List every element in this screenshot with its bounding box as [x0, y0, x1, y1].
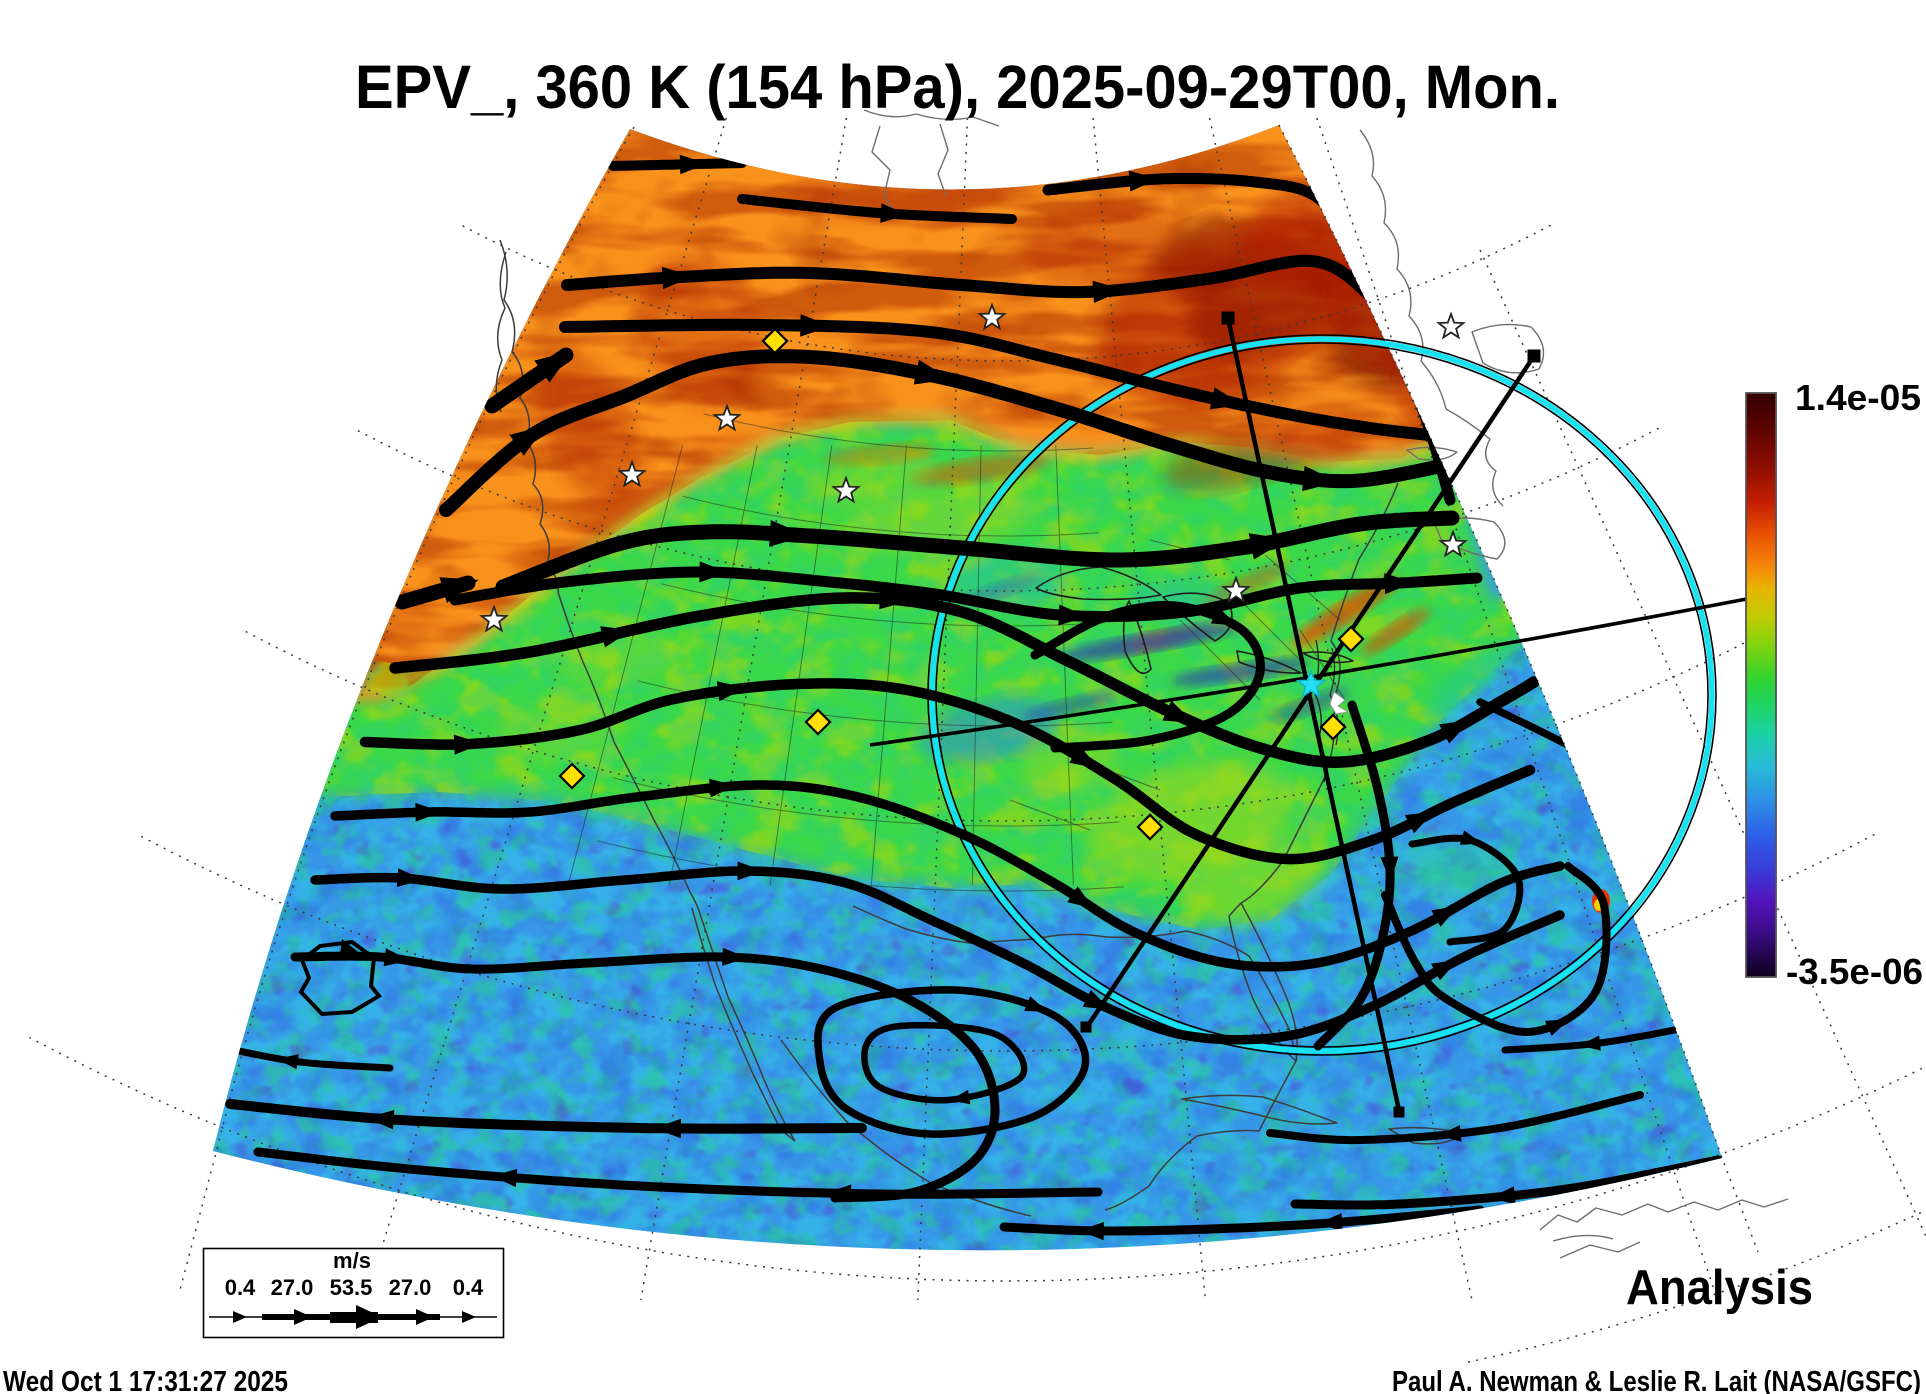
svg-text:EPV_, 360 K (154 hPa), 2025-09: EPV_, 360 K (154 hPa), 2025-09-29T00, Mo…: [355, 53, 1560, 121]
svg-text:27.0: 27.0: [389, 1275, 432, 1300]
svg-text:Wed Oct 1 17:31:27 2025: Wed Oct 1 17:31:27 2025: [3, 1366, 288, 1394]
svg-text:1.4e-05: 1.4e-05: [1795, 377, 1921, 418]
svg-text:m/s: m/s: [333, 1248, 371, 1273]
svg-text:0.4: 0.4: [225, 1275, 256, 1300]
svg-text:53.5: 53.5: [330, 1275, 373, 1300]
svg-text:Analysis: Analysis: [1626, 1261, 1813, 1315]
svg-text:Paul A. Newman & Leslie R. Lai: Paul A. Newman & Leslie R. Lait (NASA/GS…: [1392, 1366, 1921, 1394]
svg-text:27.0: 27.0: [271, 1275, 314, 1300]
svg-text:0.4: 0.4: [453, 1275, 484, 1300]
svg-text:-3.5e-06: -3.5e-06: [1786, 951, 1923, 992]
